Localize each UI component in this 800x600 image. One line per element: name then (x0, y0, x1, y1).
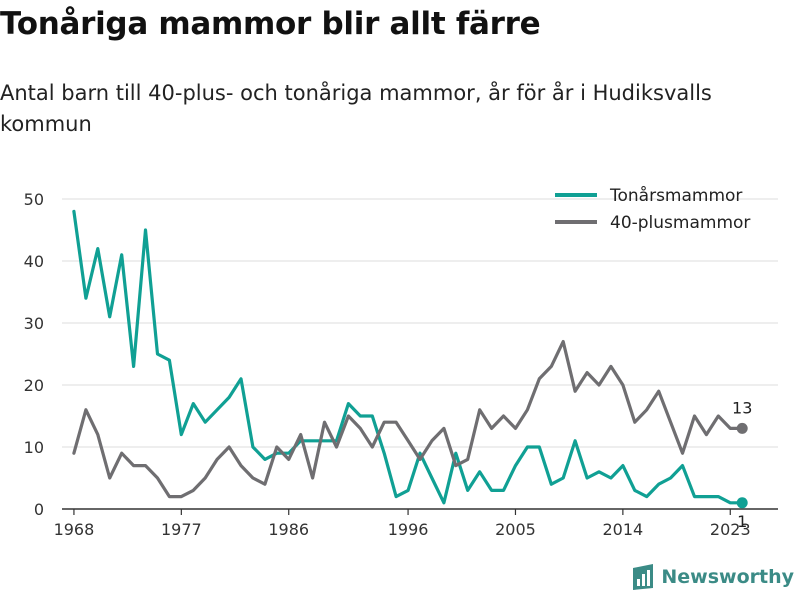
end-value-label: 13 (732, 398, 752, 417)
x-tick-label: 1977 (161, 520, 202, 539)
series-lines (72, 209, 744, 505)
end-point-marker (736, 497, 748, 509)
x-tick-label: 1968 (54, 520, 95, 539)
legend: Tonårsmammor 40-plusmammor (555, 185, 750, 233)
chart-title: Tonåriga mammor blir allt färre (0, 6, 541, 42)
y-tick-label: 10 (24, 438, 44, 457)
bar-chart-logo-icon (633, 564, 654, 590)
legend-label: 40-plusmammor (610, 213, 750, 233)
axes: 0 10 20 30 40 50 1968 1977 1986 1996 2005 2014 2023 (24, 190, 778, 539)
y-tick-label: 0 (34, 500, 44, 519)
y-tick-label: 30 (24, 314, 44, 333)
end-labels: 1 13 (732, 398, 752, 530)
series-line-plusmammor (72, 340, 744, 499)
brand-name: Newsworthy (661, 566, 794, 588)
x-tick-label: 2005 (495, 520, 536, 539)
end-value-label: 1 (737, 512, 747, 531)
x-tick-label: 2023 (710, 520, 751, 539)
series-line-tonarsmammor (72, 209, 744, 505)
chart-subtitle: Antal barn till 40-plus- och tonåriga ma… (0, 81, 712, 136)
x-tick-label: 1996 (388, 520, 429, 539)
y-tick-label: 40 (24, 252, 44, 271)
legend-label: Tonårsmammor (609, 185, 742, 206)
x-tick-label: 1986 (268, 520, 309, 539)
newsworthy-brand[interactable]: Newsworthy (631, 564, 794, 590)
gridlines (62, 198, 778, 448)
y-tick-label: 50 (24, 190, 44, 209)
y-tick-label: 20 (24, 376, 44, 395)
x-tick-label: 2014 (603, 520, 644, 539)
end-point-marker (736, 422, 748, 434)
